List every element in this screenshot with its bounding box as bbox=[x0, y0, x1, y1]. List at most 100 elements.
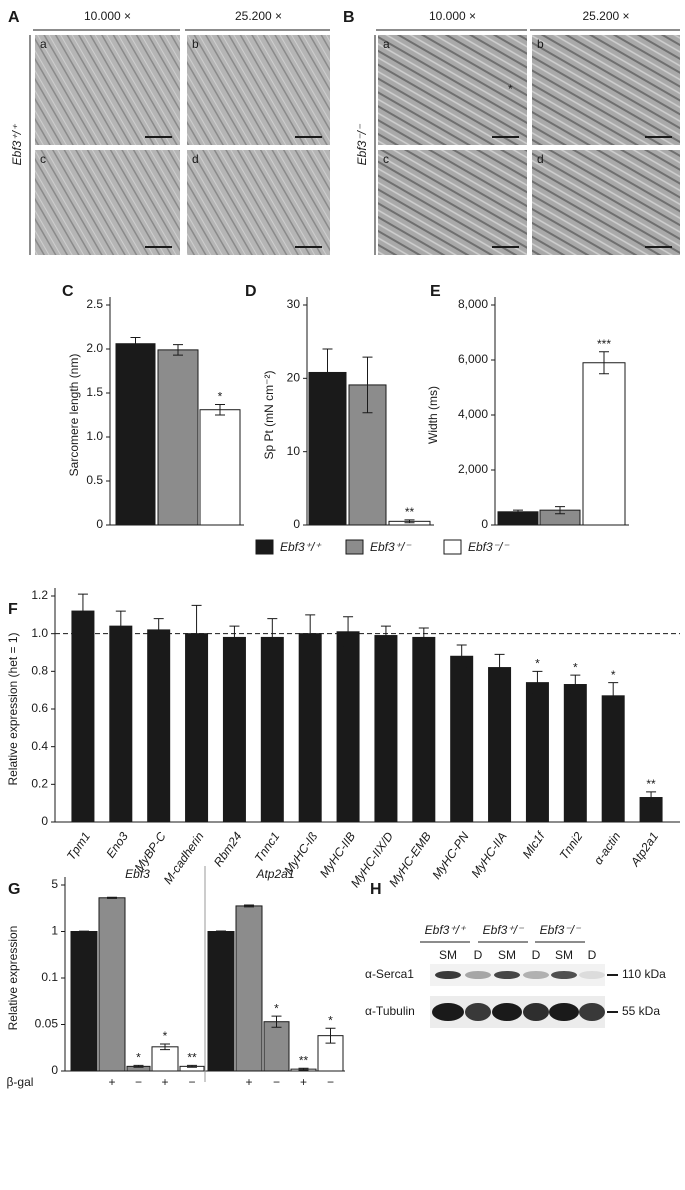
bar bbox=[488, 667, 512, 823]
significance-label: * bbox=[328, 1013, 333, 1027]
y-tick-label: 1.5 bbox=[86, 385, 103, 399]
blot-band bbox=[579, 1003, 605, 1021]
y-tick-label: 2.0 bbox=[86, 341, 103, 355]
significance-label: *** bbox=[597, 337, 611, 351]
y-tick-label: 0 bbox=[51, 1063, 58, 1077]
significance-label: ** bbox=[405, 505, 415, 519]
significance-label: * bbox=[535, 657, 540, 671]
y-tick-label: 1.2 bbox=[31, 588, 48, 602]
y-tick-label: 0.2 bbox=[31, 777, 48, 791]
y-tick-label: 8,000 bbox=[458, 297, 488, 311]
error-bar bbox=[191, 604, 202, 663]
y-tick-label: 6,000 bbox=[458, 352, 488, 366]
y-tick-label: 1.0 bbox=[31, 626, 48, 640]
bar bbox=[71, 610, 95, 823]
error-bar bbox=[513, 509, 523, 514]
error-bar bbox=[362, 356, 373, 414]
micrograph bbox=[35, 150, 180, 255]
y-axis-label: Width (ms) bbox=[426, 386, 440, 444]
panel-letter: E bbox=[430, 283, 441, 300]
blot-band bbox=[435, 971, 461, 979]
x-tick-label: Tpm1 bbox=[64, 830, 93, 863]
bar bbox=[151, 1046, 179, 1072]
error-bar bbox=[115, 610, 126, 642]
blot-band bbox=[579, 971, 605, 979]
error-bar bbox=[404, 519, 415, 524]
bar bbox=[260, 636, 284, 823]
legend-swatch bbox=[255, 539, 274, 555]
error-bar bbox=[79, 930, 89, 934]
error-bar bbox=[153, 618, 164, 642]
blot-band bbox=[551, 971, 577, 979]
legend-swatch bbox=[443, 539, 462, 555]
x-tick-label: + bbox=[161, 1075, 168, 1089]
micrograph bbox=[532, 150, 680, 255]
y-tick-label: 5 bbox=[51, 877, 58, 891]
blot-band bbox=[549, 1003, 579, 1021]
blot-genotype: Ebf3⁻/⁻ bbox=[540, 923, 582, 937]
error-bar bbox=[173, 344, 183, 356]
y-tick-label: 0.5 bbox=[86, 473, 103, 487]
bar bbox=[70, 931, 98, 1072]
lane-label: SM bbox=[439, 948, 457, 962]
error-bar bbox=[380, 625, 391, 646]
error-bar bbox=[160, 1043, 170, 1051]
y-tick-label: 30 bbox=[287, 297, 301, 311]
blot-genotype: Ebf3⁺/⁻ bbox=[483, 923, 525, 937]
y-tick-label: 2.5 bbox=[86, 297, 103, 311]
panel-letter: C bbox=[62, 283, 74, 300]
micrograph bbox=[187, 150, 330, 255]
panel-letter: D bbox=[245, 283, 257, 300]
y-tick-label: 1 bbox=[51, 924, 58, 938]
error-bar bbox=[216, 930, 226, 935]
bar bbox=[235, 905, 263, 1072]
significance-label: * bbox=[573, 660, 578, 674]
row-label: β-gal bbox=[7, 1075, 34, 1089]
bar bbox=[336, 631, 360, 823]
bar bbox=[582, 362, 626, 526]
magnification-label: 25.200 × bbox=[582, 9, 629, 23]
legend-label: Ebf3⁺/⁺ bbox=[280, 540, 322, 554]
significance-label: * bbox=[274, 1001, 279, 1015]
error-bar bbox=[555, 506, 565, 515]
y-tick-label: 4,000 bbox=[458, 407, 488, 421]
error-bar bbox=[532, 670, 543, 695]
x-tick-label: Atp2a1 bbox=[627, 830, 661, 870]
error-bar bbox=[325, 1027, 336, 1044]
blot-band bbox=[492, 1003, 522, 1021]
bar bbox=[157, 349, 199, 526]
error-bar bbox=[305, 614, 316, 653]
legend-swatch bbox=[345, 539, 364, 555]
legend-label: Ebf3⁻/⁻ bbox=[468, 540, 510, 554]
y-tick-label: 0 bbox=[481, 517, 488, 531]
micrograph-marker: * bbox=[508, 82, 513, 96]
micrograph-label: b bbox=[537, 37, 544, 51]
error-bar bbox=[187, 1064, 197, 1068]
magnification-label: 10.000 × bbox=[429, 9, 476, 23]
bar bbox=[98, 897, 126, 1072]
lane-label: D bbox=[474, 948, 483, 962]
error-bar bbox=[107, 896, 117, 899]
x-tick-label: Eno3 bbox=[103, 829, 131, 860]
y-tick-label: 0.8 bbox=[31, 664, 48, 678]
error-bar bbox=[271, 1015, 282, 1028]
blot-band bbox=[432, 1003, 464, 1021]
micrograph-label: c bbox=[40, 152, 46, 166]
y-tick-label: 1.0 bbox=[86, 429, 103, 443]
x-tick-label: Mlc1f bbox=[520, 828, 549, 861]
bar bbox=[412, 636, 436, 823]
micrograph-label: d bbox=[537, 152, 544, 166]
y-tick-label: 2,000 bbox=[458, 462, 488, 476]
x-tick-label: MyHC-PN bbox=[429, 829, 472, 882]
error-bar bbox=[244, 904, 254, 908]
y-axis-label: Sarcomere length (nm) bbox=[67, 354, 81, 477]
error-bar bbox=[343, 616, 354, 648]
error-bar bbox=[267, 618, 278, 657]
error-bar bbox=[130, 337, 141, 351]
bar bbox=[525, 682, 549, 823]
bar bbox=[147, 629, 171, 823]
bar bbox=[263, 1021, 290, 1072]
marker-label: 55 kDa bbox=[622, 1004, 660, 1018]
panel-letter: H bbox=[370, 881, 382, 898]
